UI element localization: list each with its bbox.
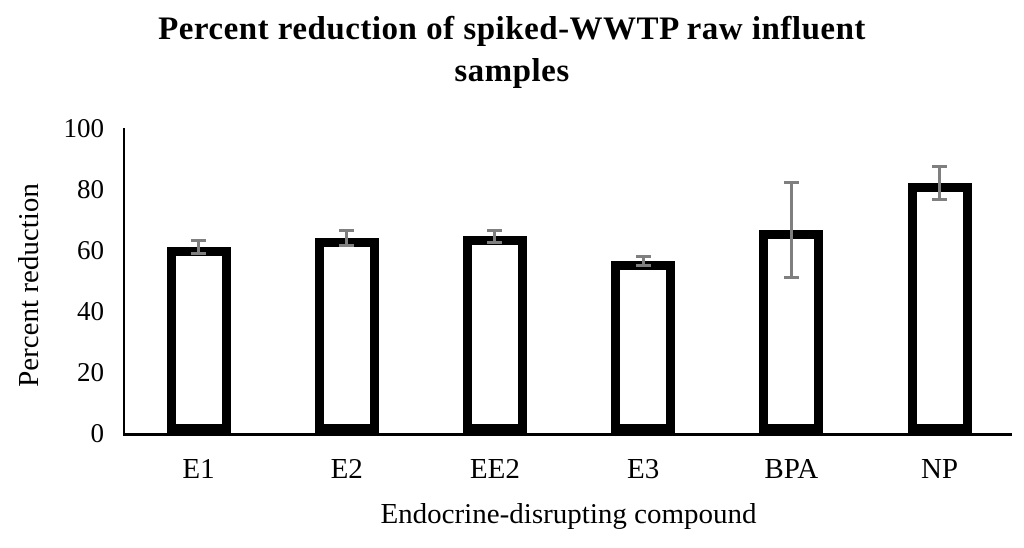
y-tick-label-80: 80 [77,174,104,204]
error-bar-E3-top-cap [635,254,651,258]
error-bar-BPA-bottom-cap [783,275,799,279]
y-tick-label-100: 100 [63,113,105,143]
chart-title-line1: Percent reduction of spiked-WWTP raw inf… [158,11,866,47]
y-axis-line [122,128,125,436]
x-tick-label-E2: E2 [330,453,363,485]
x-axis-line [122,433,1012,436]
x-tick-label-EE2: EE2 [469,453,520,485]
error-bar-E2-bottom-cap [339,243,355,247]
x-tick-label-BPA: BPA [764,453,819,485]
error-bar-E3 [641,254,645,267]
error-bar-E2-top-cap [339,228,355,232]
bar-E2 [314,237,379,433]
chart-title: Percent reduction of spiked-WWTP raw inf… [0,8,1024,92]
error-bar-NP-top-cap [932,164,947,168]
bar-E1 [166,246,231,433]
chart-title-line2: samples [454,53,570,89]
bar-E3 [611,260,676,433]
x-tick-label-E1: E1 [182,453,215,485]
x-tick-label-NP: NP [920,453,959,485]
bar-EE2 [462,236,527,433]
error-bar-EE2-bottom-cap [487,240,503,244]
error-bar-E1-bottom-cap [191,251,206,255]
error-bar-E1 [197,239,200,255]
y-tick-label-20: 20 [77,357,104,387]
error-bar-EE2 [493,228,497,244]
y-tick-label-60: 60 [77,235,104,265]
y-tick-label-0: 0 [90,418,105,448]
error-bar-BPA-top-cap [783,181,799,185]
error-bar-E3-bottom-cap [635,263,651,267]
error-bar-E1-top-cap [191,239,206,243]
y-tick-label-40: 40 [77,296,104,326]
x-axis-title: Endocrine-disrupting compound [380,498,757,530]
x-tick-label-E3: E3 [626,453,660,485]
error-bar-EE2-top-cap [487,228,503,232]
bar-NP [907,182,972,433]
error-bar-BPA [789,181,793,279]
error-bar-NP-bottom-cap [932,198,947,202]
error-bar-E2 [345,228,349,247]
error-bar-NP [938,164,941,202]
